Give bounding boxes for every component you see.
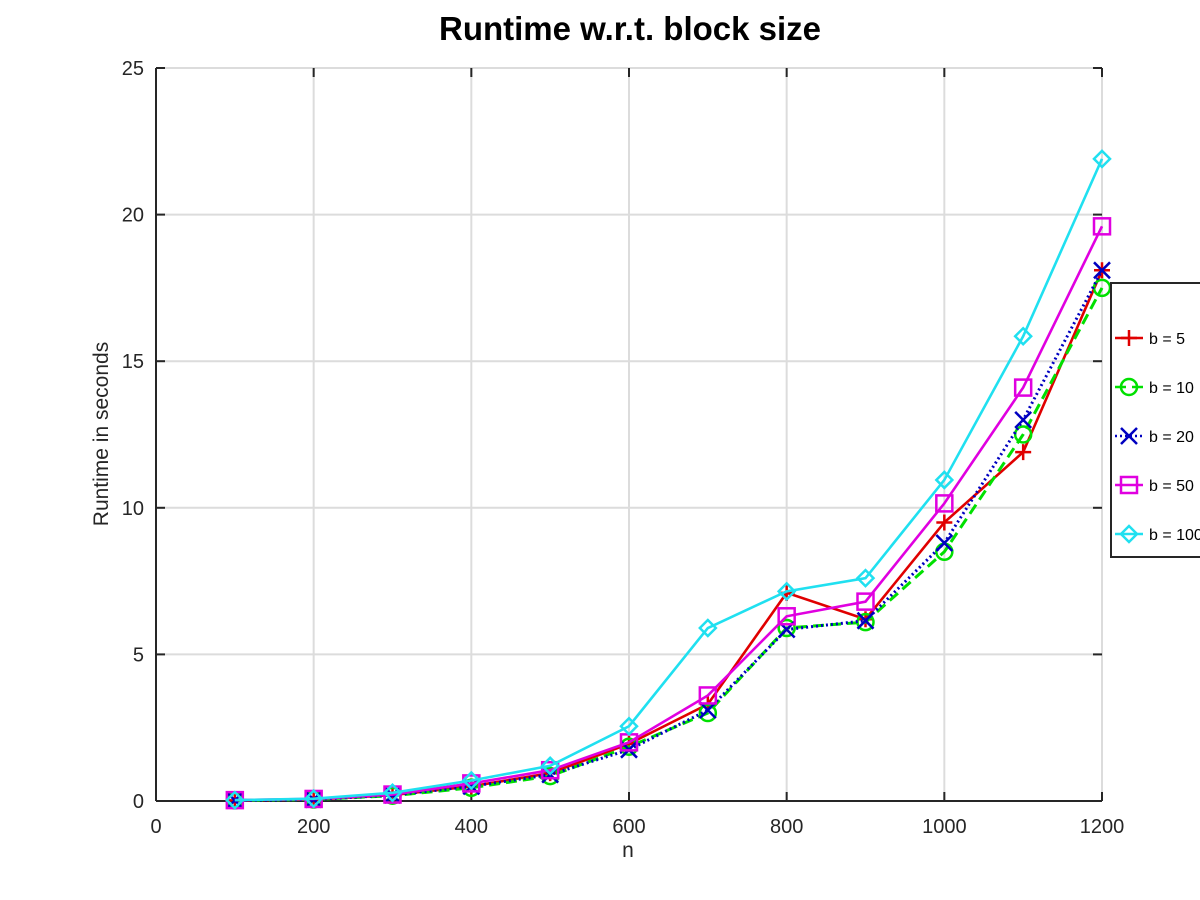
legend-entry-5: b = 100	[1115, 524, 1200, 544]
legend-entry-1: b = 5	[1115, 330, 1185, 348]
data-point	[855, 568, 876, 588]
y-tick-label: 10	[122, 498, 144, 520]
x-tick-label: 400	[455, 816, 488, 838]
y-tick-label: 15	[122, 351, 144, 373]
legend-label: b = 5	[1149, 331, 1185, 348]
y-axis-label: Runtime in seconds	[90, 342, 113, 526]
legend-swatch-marker	[1121, 330, 1137, 346]
data-point	[856, 611, 875, 630]
data-point	[225, 790, 245, 810]
x-axis-label: n	[622, 839, 634, 862]
legend: b = 5 b = 10 b = 20 b = 50 b = 100	[1110, 282, 1200, 558]
chart-title: Runtime w.r.t. block size	[439, 10, 821, 47]
data-point	[225, 791, 244, 810]
x-tick-label: 600	[612, 816, 645, 838]
data-point	[540, 760, 560, 780]
data-point	[1014, 410, 1033, 429]
data-point	[777, 618, 796, 638]
data-point	[777, 607, 796, 626]
legend-label: b = 20	[1149, 429, 1194, 446]
series-line-4	[234, 225, 1104, 802]
data-point	[934, 470, 955, 490]
data-point	[1013, 326, 1033, 347]
legend-label: b = 10	[1149, 380, 1194, 397]
data-point	[936, 514, 953, 531]
ticks: 0 200 400 600 800 1000 1200 0 5 10 15 20 25	[122, 58, 1125, 838]
legend-swatch-marker	[1119, 377, 1139, 397]
x-tick-label: 1000	[922, 816, 967, 838]
data-point	[382, 783, 403, 803]
x-tick-label: 1200	[1080, 816, 1125, 838]
data-point	[935, 534, 954, 552]
legend-label: b = 100	[1149, 527, 1200, 544]
data-point	[698, 703, 718, 723]
legend-entry-2: b = 10	[1115, 377, 1194, 397]
y-tick-label: 5	[133, 644, 144, 666]
x-tick-label: 0	[150, 816, 161, 838]
data-point	[698, 686, 718, 705]
legend-entry-4: b = 50	[1115, 475, 1194, 495]
data-point	[1092, 217, 1112, 236]
data-point	[935, 494, 954, 513]
legend-swatch-marker	[1119, 524, 1139, 544]
legend-box	[1110, 282, 1200, 558]
x-tick-label: 200	[297, 816, 330, 838]
data-point	[1093, 261, 1111, 280]
legend-label: b = 50	[1149, 478, 1194, 495]
data-point	[1015, 444, 1032, 461]
series-4	[225, 217, 1112, 810]
data-point	[540, 756, 560, 776]
legend-swatch-marker	[1120, 427, 1138, 445]
data-point	[1013, 378, 1033, 397]
data-point	[461, 770, 482, 791]
y-tick-label: 20	[122, 205, 144, 227]
y-tick-label: 25	[122, 58, 144, 80]
data-point	[1092, 149, 1112, 169]
data-point	[698, 618, 718, 638]
legend-entry-3: b = 20	[1115, 427, 1194, 446]
data-point	[698, 701, 717, 719]
data-point	[619, 716, 639, 737]
series-layer	[225, 149, 1112, 810]
data-point	[856, 592, 875, 611]
series-5	[225, 149, 1112, 810]
data-point	[462, 774, 481, 793]
data-point	[776, 581, 797, 602]
series-line-5	[234, 158, 1104, 802]
legend-swatch-marker	[1119, 475, 1139, 495]
y-tick-label: 0	[133, 791, 144, 813]
x-tick-label: 800	[770, 816, 803, 838]
data-point	[303, 788, 324, 809]
